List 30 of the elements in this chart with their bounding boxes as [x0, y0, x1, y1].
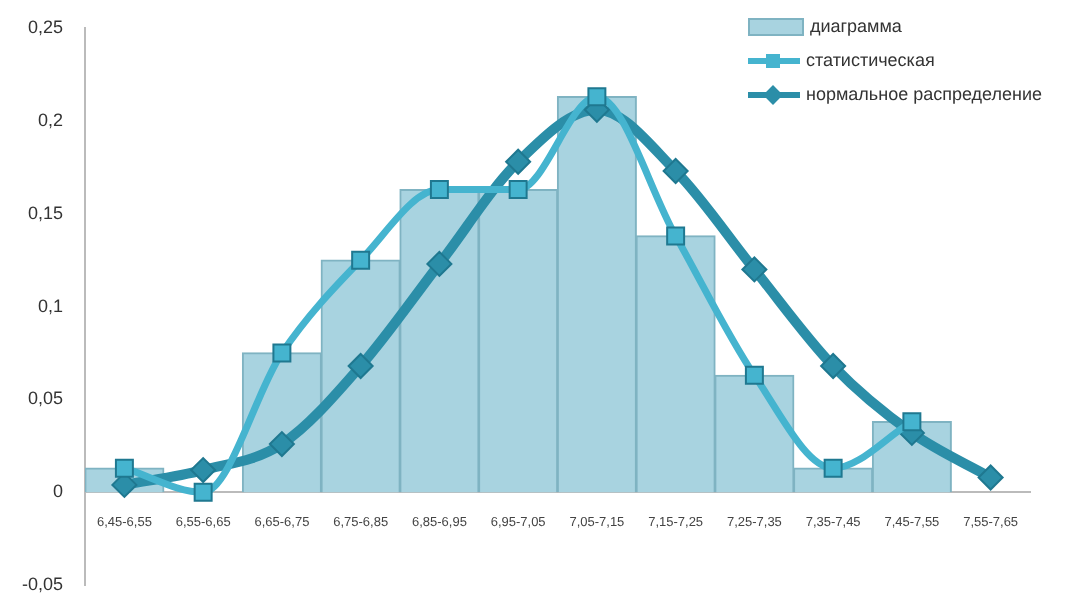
point: [666, 226, 686, 246]
point: [351, 250, 371, 270]
point: [347, 353, 374, 380]
point: [426, 250, 453, 277]
point: [505, 148, 532, 175]
point: [662, 158, 689, 185]
point: [902, 412, 922, 432]
point: [268, 431, 295, 458]
y-tick-label: 0,15: [27, 202, 64, 223]
y-tick-label: 0: [53, 481, 64, 502]
point: [508, 180, 528, 200]
legend-label: статистическая: [805, 50, 935, 70]
point: [429, 180, 449, 200]
y-tick-label: 0,05: [27, 388, 64, 409]
point: [114, 458, 134, 478]
legend-label: нормальное распределение: [805, 84, 1042, 104]
point: [823, 458, 843, 478]
y-tick-label: 0,2: [38, 109, 64, 130]
point: [272, 343, 292, 363]
legend-label: диаграмма: [809, 16, 902, 36]
point: [193, 482, 213, 502]
point: [977, 464, 1004, 491]
y-tick-label: 0,25: [27, 16, 64, 37]
point: [820, 353, 847, 380]
point: [741, 256, 768, 283]
point: [744, 365, 764, 385]
point: [190, 457, 217, 484]
y-tick-label: -0,05: [22, 574, 64, 595]
y-tick-label: 0,1: [38, 295, 64, 316]
point: [587, 87, 607, 107]
